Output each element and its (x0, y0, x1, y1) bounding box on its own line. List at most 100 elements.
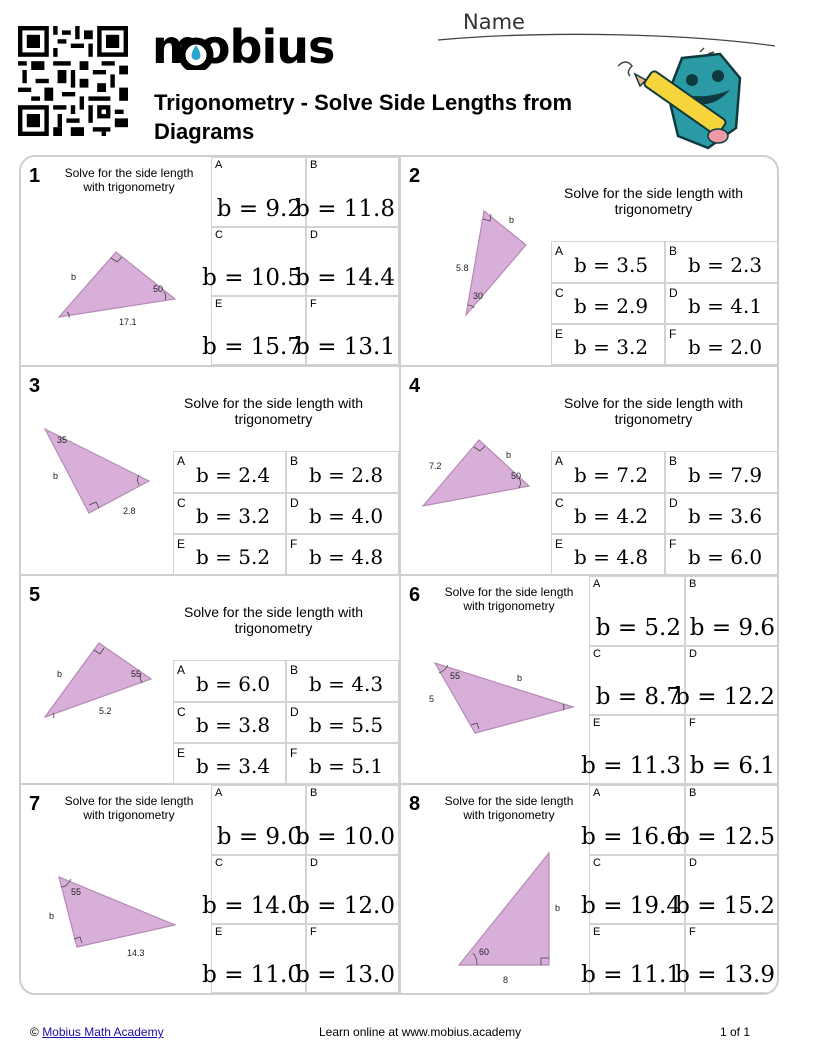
svg-text:35: 35 (57, 435, 67, 445)
svg-text:b: b (517, 673, 522, 683)
problem-6: 6 Solve for the side length with trigono… (401, 576, 777, 785)
svg-text:b: b (53, 471, 58, 481)
triangle-diagram: 7.2 b 50 (421, 439, 531, 507)
svg-text:8: 8 (503, 975, 508, 985)
qr-code (18, 26, 128, 136)
triangle-diagram: b 30 5.8 (456, 209, 527, 318)
problem-prompt: Solve for the side length with trigonome… (184, 395, 363, 427)
svg-text:7.2: 7.2 (429, 461, 442, 471)
mobius-academy-link[interactable]: Mobius Math Academy (42, 1025, 164, 1039)
problem-prompt: Solve for the side length with trigonome… (564, 395, 743, 427)
page-title: Trigonometry - Solve Side Lengths from D… (154, 90, 573, 144)
problem-number: 8 (409, 793, 421, 815)
svg-text:b: b (71, 272, 76, 282)
svg-text:50: 50 (511, 471, 521, 481)
problem-number: 2 (409, 165, 421, 187)
svg-text:5.8: 5.8 (456, 263, 469, 273)
triangle-diagram: b 55 5.2 (43, 642, 153, 719)
problem-sheet: 1 Solve for the side length with trigono… (19, 155, 779, 995)
svg-text:b: b (57, 669, 62, 679)
svg-text:55: 55 (71, 887, 81, 897)
problem-8: 8 Solve for the side length with trigono… (401, 785, 777, 993)
svg-text:5.2: 5.2 (99, 706, 112, 716)
svg-text:60: 60 (479, 947, 489, 957)
logo-drop-icon (178, 37, 214, 70)
problem-number: 6 (409, 584, 421, 606)
triangle-diagram: 60 b 8 (457, 851, 560, 985)
problem-prompt: Solve for the side length with trigonome… (444, 585, 574, 613)
svg-text:50: 50 (153, 284, 163, 294)
problem-prompt: Solve for the side length with trigonome… (184, 604, 363, 636)
svg-text:2.8: 2.8 (123, 506, 136, 516)
svg-text:5: 5 (429, 694, 434, 704)
footer-center: Learn online at www.mobius.academy (319, 1025, 522, 1039)
svg-text:55: 55 (450, 671, 460, 681)
mascot-icon (617, 47, 742, 150)
problem-number: 5 (29, 584, 41, 606)
problem-number: 4 (409, 375, 421, 397)
problem-prompt: Solve for the side length with trigonome… (64, 794, 194, 822)
svg-text:17.1: 17.1 (119, 317, 137, 327)
problem-prompt: Solve for the side length with trigonome… (564, 185, 743, 217)
problem-number: 7 (29, 793, 41, 815)
problem-5: 5 Solve for the side length with trigono… (21, 576, 401, 785)
triangle-diagram: 55 b 5 (429, 661, 576, 734)
triangle-diagram: 55 b 14.3 (49, 875, 177, 958)
name-line (437, 33, 776, 47)
svg-text:b: b (509, 215, 514, 225)
triangle-diagram: 35 b 2.8 (43, 427, 151, 516)
problem-prompt: Solve for the side length with trigonome… (444, 794, 574, 822)
svg-text:b: b (49, 911, 54, 921)
problem-prompt: Solve for the side length with trigonome… (64, 166, 194, 194)
copyright-symbol: © (30, 1025, 39, 1039)
